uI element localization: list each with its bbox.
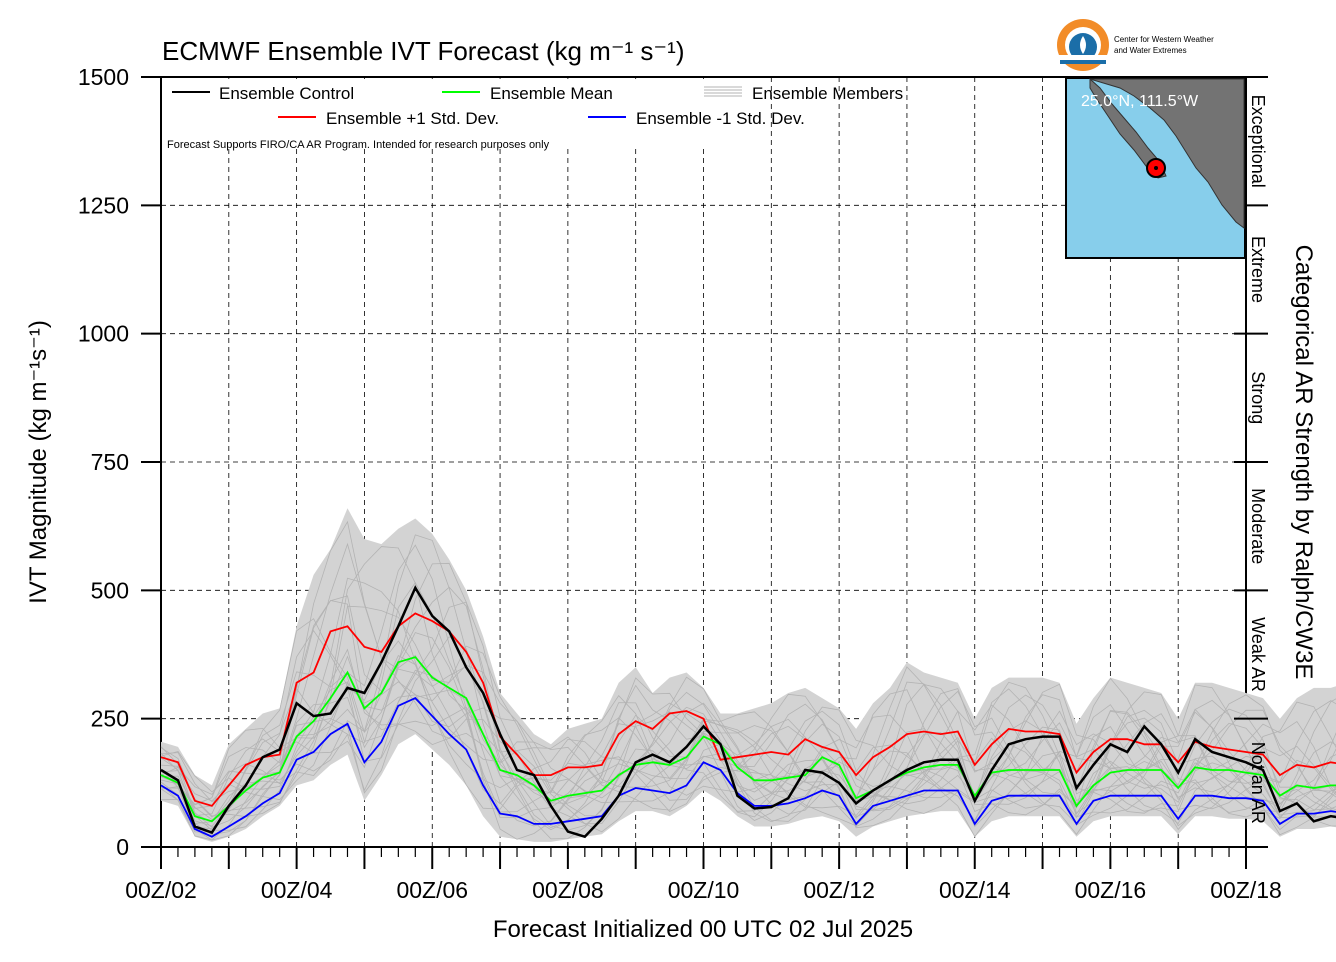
legend-control-label: Ensemble Control [219, 84, 354, 103]
x-tick-label: 00Z/14 [939, 877, 1011, 903]
x-tick-label: 00Z/16 [1075, 877, 1147, 903]
ar-category-label: Exceptional [1248, 95, 1268, 188]
series-lines [160, 585, 1336, 839]
ensemble-member-line [160, 655, 1336, 823]
y-tick-label: 500 [91, 577, 129, 603]
ensemble-member-line [160, 534, 1336, 841]
x-tick-label: 00Z/08 [532, 877, 604, 903]
ensemble-member-line [160, 605, 1336, 827]
y-tick-label: 0 [116, 834, 129, 860]
ensemble-member-line [160, 600, 1336, 831]
legend-minus-std-label: Ensemble -1 Std. Dev. [636, 109, 805, 128]
ensemble-member-line [160, 629, 1336, 828]
ensemble-member-line [160, 640, 1336, 815]
logo-text-line2: and Water Extremes [1114, 46, 1187, 55]
legend-plus-std-label: Ensemble +1 Std. Dev. [326, 109, 499, 128]
series-ensemble-1-std-dev- [160, 697, 1336, 838]
series-ensemble-control [160, 585, 1336, 839]
ensemble-member-line [160, 681, 1336, 821]
x-tick-label: 00Z/18 [1210, 877, 1282, 903]
ensemble-member-line [160, 562, 1336, 841]
ensemble-member-line [160, 577, 1336, 825]
map-land [1089, 78, 1245, 229]
map-baja-peninsula [1089, 77, 1167, 179]
x-tick-label: 00Z/02 [125, 877, 197, 903]
x-axis-label: Forecast Initialized 00 UTC 02 Jul 2025 [493, 916, 913, 943]
series-ensemble-mean [160, 656, 1336, 823]
legend-mean-label: Ensemble Mean [490, 84, 613, 103]
y-tick-label: 750 [91, 449, 129, 475]
ensemble-member-line [160, 601, 1336, 831]
x-tick-label: 00Z/12 [803, 877, 875, 903]
ensemble-member-line [160, 586, 1336, 836]
ar-category-label: Weak AR [1248, 617, 1268, 692]
y-tick-label: 250 [91, 706, 129, 732]
ensemble-member-line [160, 648, 1336, 829]
y-axis: 0 250 500 750 1000 1250 1500 [78, 64, 161, 860]
chart-title: ECMWF Ensemble IVT Forecast (kg m⁻¹ s⁻¹) [162, 36, 684, 66]
envelope-fill [161, 508, 1336, 842]
ensemble-members [160, 520, 1336, 841]
ensemble-member-line [160, 645, 1336, 831]
member-envelope [161, 508, 1336, 842]
y-axis-label: IVT Magnitude (kg m⁻¹s⁻¹) [25, 320, 52, 604]
x-axis: 00Z/02 00Z/04 00Z/06 00Z/08 00Z/10 00Z/12 00Z/… [125, 847, 1282, 903]
y-tick-label: 1250 [78, 192, 129, 218]
inset-map: 25.0°N, 111.5°W [1065, 77, 1246, 259]
ar-category-label: Extreme [1248, 236, 1268, 303]
legend-members-swatch [704, 86, 742, 97]
ar-category-axis: Not an AR Weak AR Moderate Strong Extreme Exc… [1234, 76, 1268, 848]
series-ensemble-1-std-dev- [160, 612, 1336, 807]
legend: Ensemble Control Ensemble Mean Ensemble … [163, 79, 903, 151]
y-tick-label: 1000 [78, 321, 129, 347]
ensemble-member-line [160, 636, 1336, 836]
logo-text-line1: Center for Western Weather [1114, 35, 1214, 44]
cw3e-logo: Center for Western Weather and Water Ext… [1057, 19, 1214, 71]
ensemble-member-line [160, 669, 1336, 831]
x-tick-label: 00Z/04 [261, 877, 333, 903]
x-tick-label: 00Z/06 [396, 877, 468, 903]
ensemble-member-line [160, 544, 1336, 833]
ensemble-member-line [160, 581, 1336, 830]
inset-map-label: 25.0°N, 111.5°W [1081, 93, 1199, 110]
x-tick-label: 00Z/10 [668, 877, 740, 903]
research-note: Forecast Supports FIRO/CA AR Program. In… [167, 139, 550, 151]
ar-category-label: Not an AR [1248, 742, 1268, 824]
ensemble-member-line [160, 546, 1336, 836]
y-tick-label: 1500 [78, 64, 129, 90]
ar-category-label: Strong [1248, 371, 1268, 424]
ensemble-member-line [160, 618, 1336, 840]
ar-category-label: Moderate [1248, 488, 1268, 564]
legend-members-label: Ensemble Members [752, 84, 903, 103]
right-axis-label: Categorical AR Strength by Ralph/CW3E [1290, 245, 1317, 680]
